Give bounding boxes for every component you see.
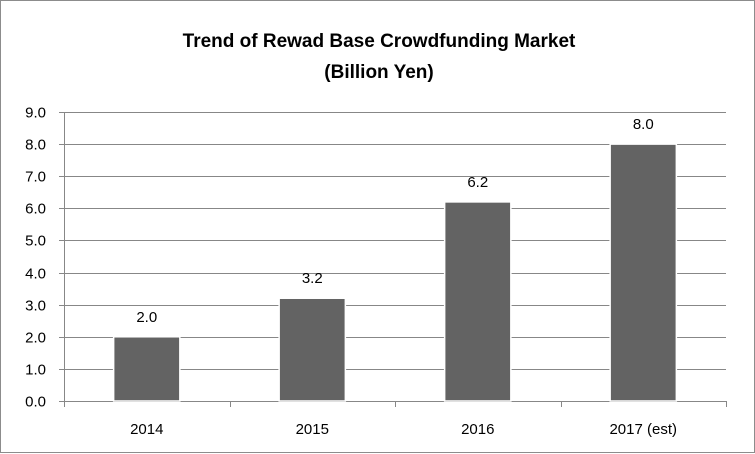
- bars: [112, 143, 678, 402]
- y-tick-label: 6.0: [25, 201, 46, 218]
- x-category-label: 2017 (est): [609, 421, 677, 438]
- bar-value-label: 6.2: [467, 174, 488, 191]
- x-category-label: 2014: [130, 421, 163, 438]
- y-axis-tick-labels: 0.0 1.0 2.0 3.0 4.0 5.0 6.0 7.0 8.0 9.0: [25, 105, 46, 411]
- y-tick-label: 9.0: [25, 105, 46, 122]
- y-tick-label: 1.0: [25, 362, 46, 379]
- bar: [112, 336, 181, 402]
- y-tick-label: 8.0: [25, 137, 46, 154]
- chart-title: Trend of Rewad Base Crowdfunding Market: [183, 31, 576, 52]
- y-tick-label: 4.0: [25, 266, 46, 283]
- x-category-label: 2016: [461, 421, 494, 438]
- bar-value-label: 8.0: [633, 116, 654, 133]
- y-tick-label: 0.0: [25, 394, 46, 411]
- bar: [443, 201, 512, 402]
- y-tick-label: 2.0: [25, 330, 46, 347]
- bar: [609, 143, 678, 402]
- x-axis-category-labels: 2014 2015 2016 2017 (est): [130, 421, 677, 438]
- data-labels: 2.0 3.2 6.2 8.0: [136, 116, 653, 326]
- bar: [278, 297, 347, 402]
- x-category-label: 2015: [296, 421, 329, 438]
- y-tick-label: 7.0: [25, 169, 46, 186]
- y-tick-label: 5.0: [25, 233, 46, 250]
- chart-subtitle: (Billion Yen): [324, 62, 433, 83]
- y-tick-label: 3.0: [25, 298, 46, 315]
- bar-value-label: 3.2: [302, 270, 323, 287]
- bar-value-label: 2.0: [136, 309, 157, 326]
